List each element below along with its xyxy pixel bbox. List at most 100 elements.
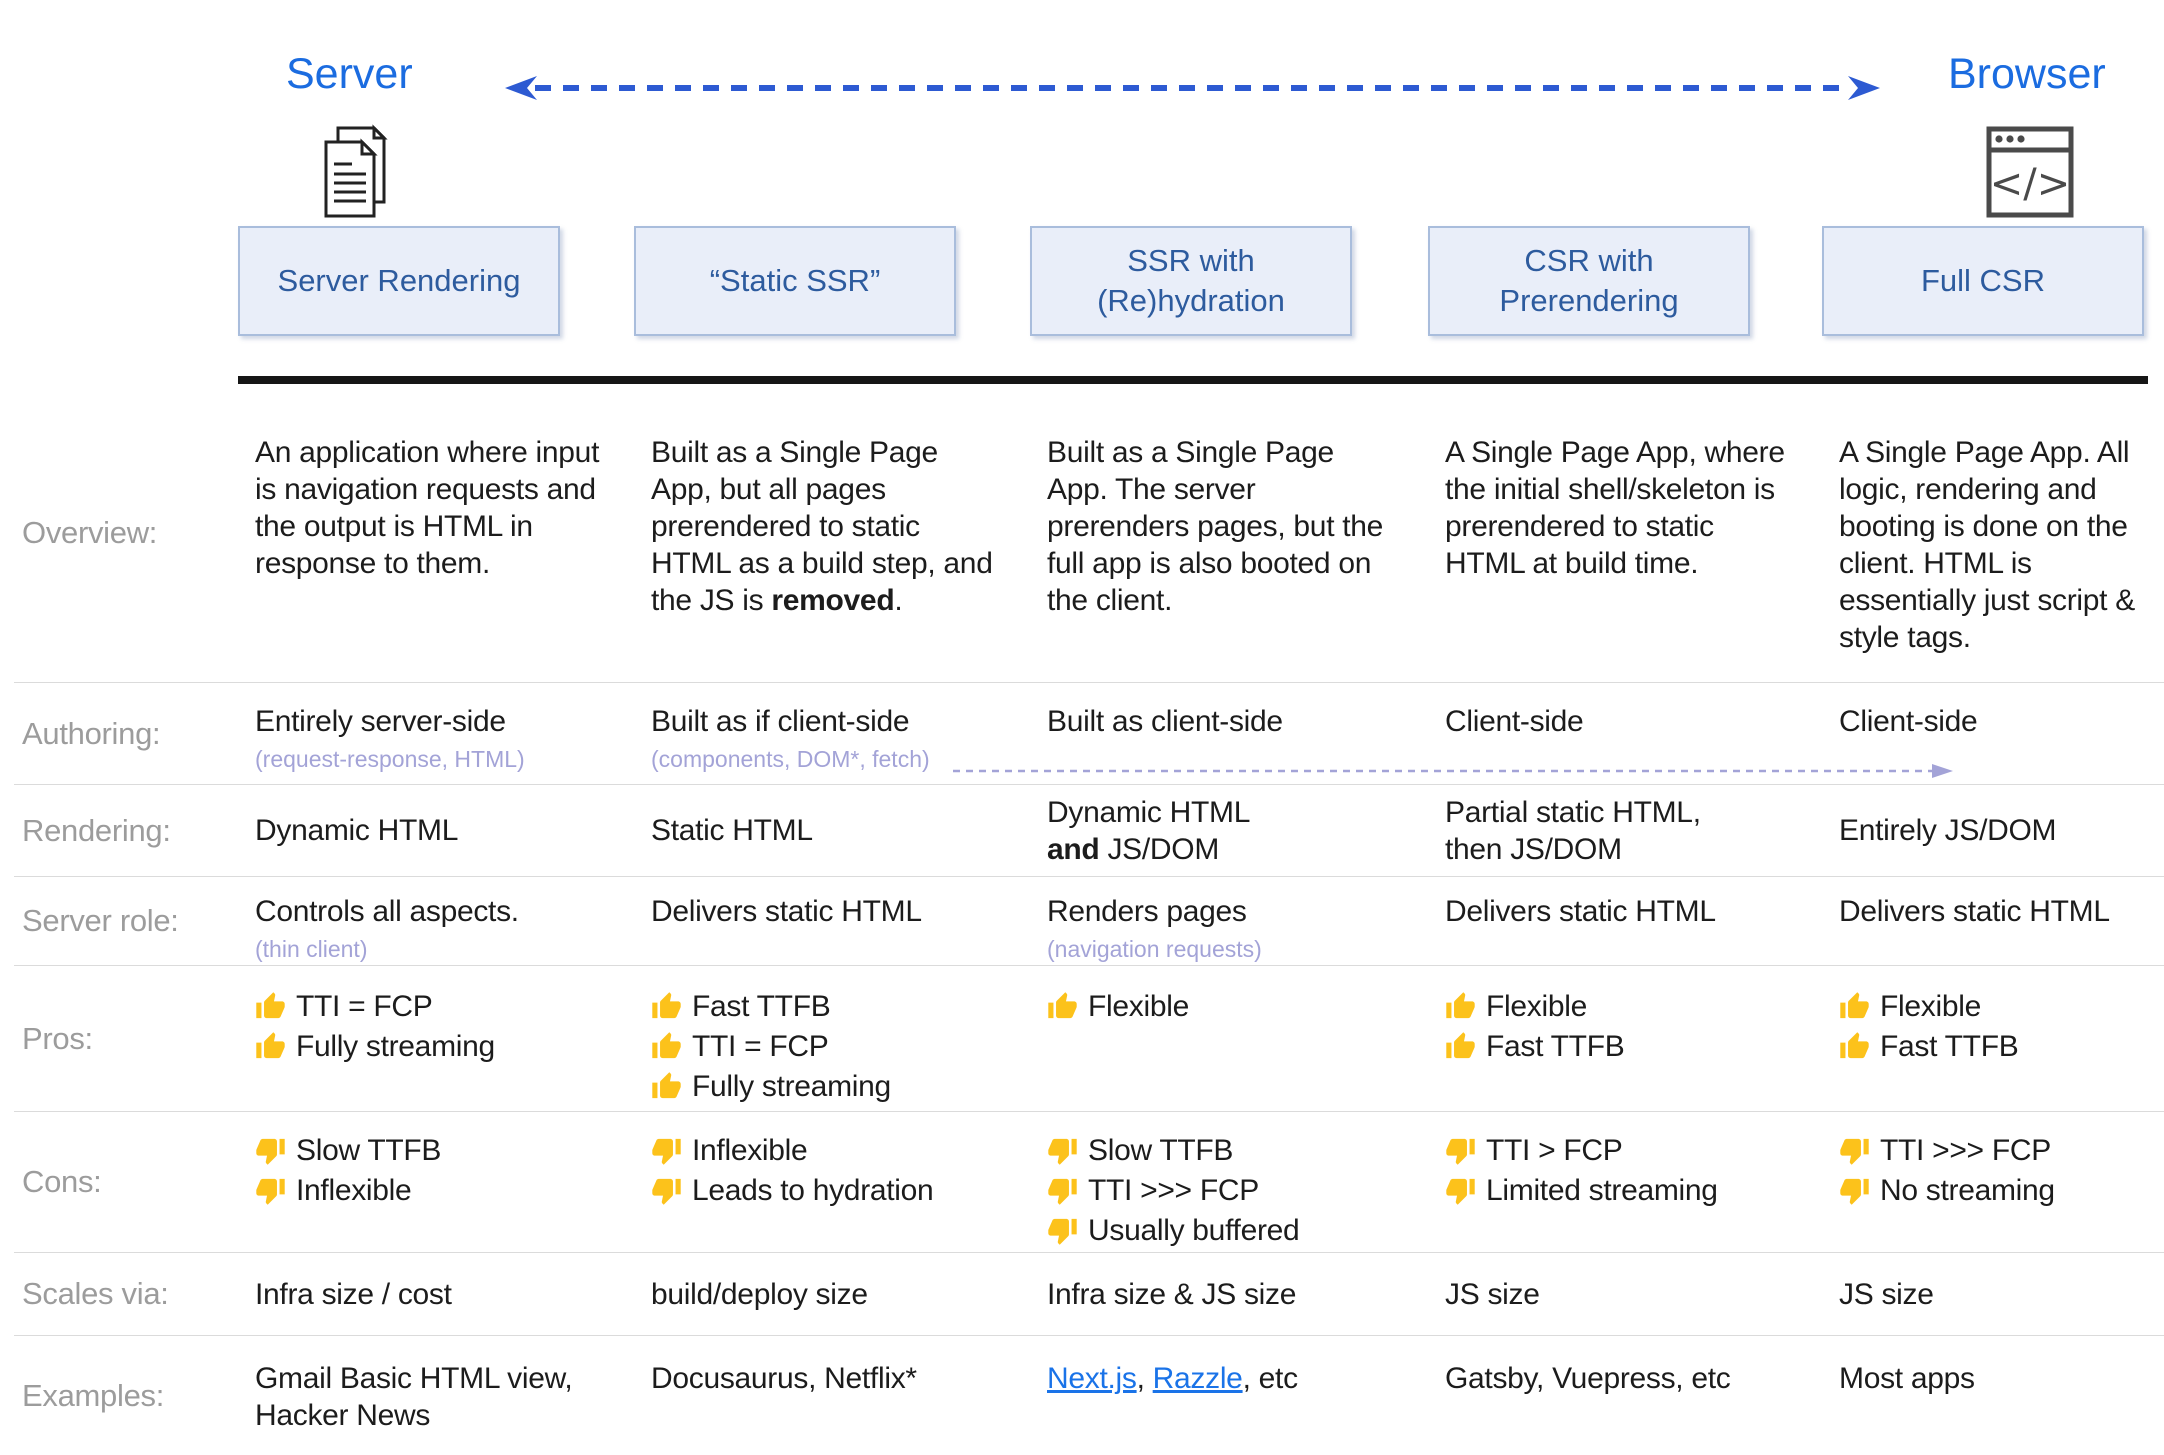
pro-item: Fast TTFB bbox=[651, 988, 1002, 1025]
thumbs-up-icon bbox=[1840, 1032, 1869, 1059]
column-headers: Server Rendering “Static SSR” SSR with (… bbox=[14, 226, 2164, 336]
row-label-cons: Cons: bbox=[22, 1164, 102, 1199]
pro-label: Flexible bbox=[1486, 990, 1587, 1023]
pro-label: Flexible bbox=[1880, 990, 1981, 1023]
cons-list: Inflexible Leads to hydration bbox=[634, 1112, 1030, 1252]
thumbs-down-icon bbox=[1446, 1138, 1475, 1165]
row-cons: Cons: Slow TTFB Inflexible Inflexible Lead… bbox=[14, 1112, 2164, 1253]
thumbs-down-icon bbox=[1048, 1138, 1077, 1165]
authoring-server-rendering: Entirely server-side (request-response, H… bbox=[238, 683, 634, 784]
con-item: Inflexible bbox=[255, 1172, 606, 1209]
header-static-ssr: “Static SSR” bbox=[634, 226, 956, 336]
server-role-ssr-rehydration: Renders pages (navigation requests) bbox=[1030, 877, 1428, 965]
con-item: Limited streaming bbox=[1445, 1172, 1794, 1209]
con-label: Inflexible bbox=[692, 1134, 808, 1167]
pro-label: Fully streaming bbox=[692, 1070, 891, 1103]
row-label-examples: Examples: bbox=[22, 1378, 165, 1413]
server-role-static-ssr: Delivers static HTML bbox=[651, 895, 922, 928]
pro-label: Fully streaming bbox=[296, 1030, 495, 1063]
con-item: TTI > FCP bbox=[1445, 1132, 1794, 1169]
con-label: Slow TTFB bbox=[296, 1134, 442, 1167]
authoring-note: (components, DOM*, fetch) bbox=[651, 746, 930, 772]
thumbs-up-icon bbox=[652, 1032, 681, 1059]
server-role-server-rendering: Controls all aspects. (thin client) bbox=[238, 877, 634, 965]
thumbs-down-icon bbox=[256, 1138, 285, 1165]
pro-item: Flexible bbox=[1839, 988, 2136, 1025]
authoring-note: (request-response, HTML) bbox=[255, 746, 525, 772]
con-label: Inflexible bbox=[296, 1174, 412, 1207]
pros-list: Flexible Fast TTFB bbox=[1822, 966, 2164, 1111]
pro-label: Flexible bbox=[1088, 990, 1189, 1023]
con-item: Usually buffered bbox=[1047, 1212, 1400, 1249]
con-label: Leads to hydration bbox=[692, 1174, 934, 1207]
thumbs-down-icon bbox=[1446, 1178, 1475, 1205]
row-label-pros: Pros: bbox=[22, 1020, 93, 1056]
scales-server-rendering: Infra size / cost bbox=[255, 1277, 452, 1311]
scales-full-csr: JS size bbox=[1839, 1277, 1934, 1311]
comparison-table: Overview: An application where input is … bbox=[14, 384, 2164, 1455]
rendering-full-csr: Entirely JS/DOM bbox=[1839, 814, 2057, 847]
pro-item: Fast TTFB bbox=[1445, 1028, 1794, 1065]
cons-list: TTI > FCP Limited streaming bbox=[1428, 1112, 1822, 1252]
examples-static-ssr: Docusaurus, Netflix* bbox=[651, 1362, 917, 1395]
scales-ssr-rehydration: Infra size & JS size bbox=[1047, 1277, 1297, 1311]
pro-item: TTI = FCP bbox=[255, 988, 606, 1025]
pro-label: Fast TTFB bbox=[1486, 1030, 1625, 1063]
scales-static-ssr: build/deploy size bbox=[651, 1277, 868, 1311]
row-label-authoring: Authoring: bbox=[22, 715, 161, 751]
thumbs-up-icon bbox=[1446, 992, 1475, 1019]
row-overview: Overview: An application where input is … bbox=[14, 384, 2164, 683]
scales-csr-prerendering: JS size bbox=[1445, 1277, 1540, 1311]
row-label-server-role: Server role: bbox=[22, 903, 179, 938]
browser-label: Browser bbox=[1948, 50, 2106, 98]
header-full-csr: Full CSR bbox=[1822, 226, 2144, 336]
thumbs-up-icon bbox=[1840, 992, 1869, 1019]
thumbs-down-icon bbox=[652, 1178, 681, 1205]
pro-label: TTI = FCP bbox=[692, 1030, 829, 1063]
server-browser-arrow-icon bbox=[505, 76, 1880, 100]
pro-label: Fast TTFB bbox=[1880, 1030, 2019, 1063]
cons-list: Slow TTFB Inflexible bbox=[238, 1112, 634, 1252]
server-role-csr-prerendering: Delivers static HTML bbox=[1445, 895, 1716, 928]
pros-list: TTI = FCP Fully streaming bbox=[238, 966, 634, 1111]
server-role-note: (thin client) bbox=[255, 936, 368, 962]
authoring-static-ssr: Built as if client-side (components, DOM*… bbox=[634, 683, 1030, 784]
row-authoring: Authoring: Entirely server-side (request-… bbox=[14, 683, 2164, 785]
rendering-csr-prerendering: Partial static HTML, then JS/DOM bbox=[1445, 795, 1701, 866]
pros-list: Flexible bbox=[1030, 966, 1428, 1111]
header-csr-prerendering: CSR with Prerendering bbox=[1428, 226, 1750, 336]
row-server-role: Server role: Controls all aspects. (thin … bbox=[14, 877, 2164, 966]
server-role-full-csr: Delivers static HTML bbox=[1839, 895, 2110, 928]
thumbs-down-icon bbox=[652, 1138, 681, 1165]
examples-server-rendering: Gmail Basic HTML view, Hacker News bbox=[255, 1362, 573, 1432]
thumbs-down-icon bbox=[1048, 1218, 1077, 1245]
overview-server-rendering: An application where input is navigation… bbox=[255, 436, 600, 580]
pro-label: Fast TTFB bbox=[692, 990, 831, 1023]
con-item: Inflexible bbox=[651, 1132, 1002, 1169]
row-examples: Examples: Gmail Basic HTML view, Hacker … bbox=[14, 1336, 2164, 1455]
thumbs-down-icon bbox=[256, 1178, 285, 1205]
thumbs-down-icon bbox=[1048, 1178, 1077, 1205]
thumbs-up-icon bbox=[652, 992, 681, 1019]
documents-icon bbox=[324, 124, 388, 218]
examples-full-csr: Most apps bbox=[1839, 1362, 1975, 1395]
nextjs-link[interactable]: Next.js bbox=[1047, 1362, 1137, 1395]
con-item: Slow TTFB bbox=[1047, 1132, 1400, 1169]
con-label: Usually buffered bbox=[1088, 1214, 1300, 1247]
thumbs-up-icon bbox=[256, 1032, 285, 1059]
row-scales-via: Scales via: Infra size / cost build/depl… bbox=[14, 1253, 2164, 1336]
con-label: Limited streaming bbox=[1486, 1174, 1718, 1207]
con-label: Slow TTFB bbox=[1088, 1134, 1234, 1167]
authoring-ssr-rehydration: Built as client-side bbox=[1047, 705, 1283, 738]
cons-list: Slow TTFB TTI >>> FCP Usually buffered bbox=[1030, 1112, 1428, 1252]
thumbs-down-icon bbox=[1840, 1138, 1869, 1165]
examples-csr-prerendering: Gatsby, Vuepress, etc bbox=[1445, 1362, 1731, 1395]
razzle-link[interactable]: Razzle bbox=[1152, 1362, 1243, 1395]
thumbs-down-icon bbox=[1840, 1178, 1869, 1205]
pro-item: Flexible bbox=[1047, 988, 1400, 1025]
con-item: TTI >>> FCP bbox=[1047, 1172, 1400, 1209]
con-label: No streaming bbox=[1880, 1174, 2055, 1207]
overview-static-ssr: Built as a Single Page App, but all page… bbox=[651, 436, 993, 617]
row-label-overview: Overview: bbox=[22, 515, 158, 550]
con-label: TTI >>> FCP bbox=[1880, 1134, 2051, 1167]
